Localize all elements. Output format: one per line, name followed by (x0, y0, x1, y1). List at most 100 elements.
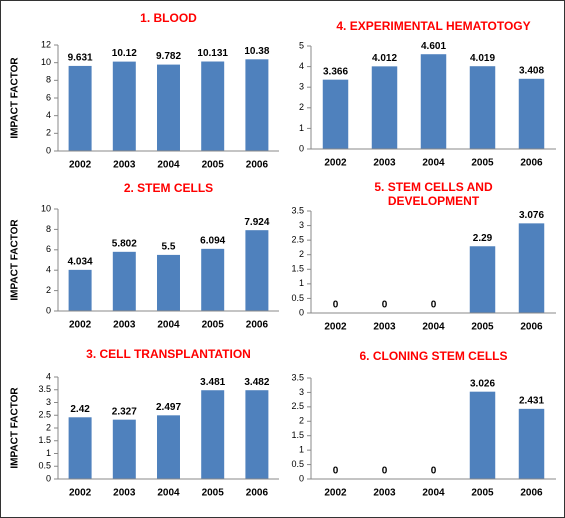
chart-title: 6. CLONING STEM CELLS (359, 349, 508, 363)
value-label: 2.327 (112, 406, 137, 417)
value-label: 5.5 (162, 242, 176, 253)
x-tick-label: 2003 (113, 320, 136, 331)
y-axis-label: IMPACT FACTOR (10, 387, 21, 469)
x-tick-label: 2004 (422, 322, 445, 333)
y-tick-label: 1.5 (38, 435, 51, 445)
value-label: 9.631 (68, 53, 93, 64)
y-tick-label: 10 (41, 203, 51, 213)
x-tick-label: 2002 (324, 488, 347, 499)
y-tick-label: 2 (46, 128, 51, 138)
y-tick-label: 2 (46, 422, 51, 432)
value-label: 3.482 (244, 377, 269, 388)
value-label: 2.431 (519, 395, 544, 406)
bar (201, 390, 225, 479)
y-tick-label: 6 (46, 244, 51, 254)
bar (245, 230, 269, 311)
bar (201, 248, 225, 311)
value-label: 10.12 (112, 48, 137, 59)
chart-title: 1. BLOOD (140, 11, 197, 25)
chart-title: 3. CELL TRANSPLANTATION (86, 347, 251, 361)
x-tick-label: 2006 (520, 158, 543, 169)
bar (322, 79, 349, 149)
bar (157, 415, 180, 479)
x-tick-label: 2004 (157, 488, 180, 499)
y-tick-label: 2 (46, 285, 51, 295)
value-label: 3.366 (323, 66, 348, 77)
x-tick-label: 2005 (471, 488, 494, 499)
y-tick-label: 1.5 (291, 430, 304, 440)
bar (469, 246, 496, 313)
bar (420, 54, 447, 149)
x-tick-label: 2006 (246, 320, 269, 331)
x-tick-label: 2003 (373, 488, 396, 499)
bar (518, 223, 545, 313)
x-tick-label: 2004 (422, 488, 445, 499)
value-label: 4.601 (421, 41, 446, 52)
bar (68, 65, 92, 151)
x-tick-label: 2003 (373, 158, 396, 169)
y-axis-label: IMPACT FACTOR (10, 57, 21, 139)
value-label: 4.012 (372, 53, 397, 64)
bar (112, 61, 136, 151)
x-tick-label: 2004 (157, 320, 180, 331)
value-label: 3.408 (519, 65, 544, 76)
y-tick-label: 3 (299, 82, 304, 92)
y-tick-label: 0 (299, 307, 304, 317)
chart-title: 2. STEM CELLS (123, 181, 214, 195)
x-tick-label: 2002 (69, 488, 92, 499)
y-tick-label: 4 (46, 265, 51, 275)
y-tick-label: 2 (299, 416, 304, 426)
y-tick-label: 0 (46, 145, 51, 155)
x-tick-label: 2003 (373, 322, 396, 333)
x-tick-label: 2006 (520, 488, 543, 499)
x-tick-label: 2006 (246, 488, 269, 499)
y-tick-label: 3 (299, 220, 304, 230)
y-tick-label: 6 (46, 92, 51, 102)
y-tick-label: 0 (299, 473, 304, 483)
value-label: 3.076 (519, 210, 544, 221)
value-label: 0 (333, 466, 339, 477)
x-tick-label: 2006 (520, 322, 543, 333)
bar (157, 254, 180, 311)
y-tick-label: 2.5 (38, 410, 51, 420)
y-tick-label: 1 (299, 278, 304, 288)
y-tick-label: 3 (46, 397, 51, 407)
y-tick-label: 3.5 (291, 372, 304, 382)
y-tick-label: 10 (41, 57, 51, 67)
y-tick-label: 0 (46, 305, 51, 315)
x-tick-label: 2002 (324, 158, 347, 169)
x-tick-label: 2005 (471, 158, 494, 169)
y-tick-label: 2.5 (291, 235, 304, 245)
y-tick-label: 8 (46, 224, 51, 234)
y-tick-label: 5 (299, 40, 304, 50)
x-tick-label: 2002 (324, 322, 347, 333)
value-label: 4.034 (68, 256, 93, 267)
y-tick-label: 0.5 (291, 293, 304, 303)
value-label: 10.38 (244, 46, 269, 57)
y-tick-label: 1 (299, 445, 304, 455)
value-label: 0 (333, 300, 339, 311)
y-tick-label: 4 (46, 371, 51, 381)
bar (245, 390, 269, 479)
value-label: 2.497 (156, 402, 181, 413)
y-tick-label: 3 (299, 387, 304, 397)
x-tick-label: 2005 (202, 488, 225, 499)
y-tick-label: 2 (299, 249, 304, 259)
value-label: 0 (382, 300, 388, 311)
y-tick-label: 0.5 (291, 459, 304, 469)
y-tick-label: 12 (41, 39, 51, 49)
value-label: 7.924 (244, 217, 269, 228)
chart-title: 5. STEM CELLS AND DEVELOPMENT (374, 180, 493, 208)
x-tick-label: 2003 (113, 160, 136, 171)
x-tick-label: 2005 (471, 322, 494, 333)
y-tick-label: 4 (299, 61, 304, 71)
bar (201, 61, 225, 151)
value-label: 3.481 (200, 377, 225, 388)
x-tick-label: 2006 (246, 160, 269, 171)
x-tick-label: 2002 (69, 160, 92, 171)
y-tick-label: 3.5 (38, 384, 51, 394)
bar (68, 269, 92, 311)
bar (157, 64, 180, 151)
bar (518, 408, 545, 479)
